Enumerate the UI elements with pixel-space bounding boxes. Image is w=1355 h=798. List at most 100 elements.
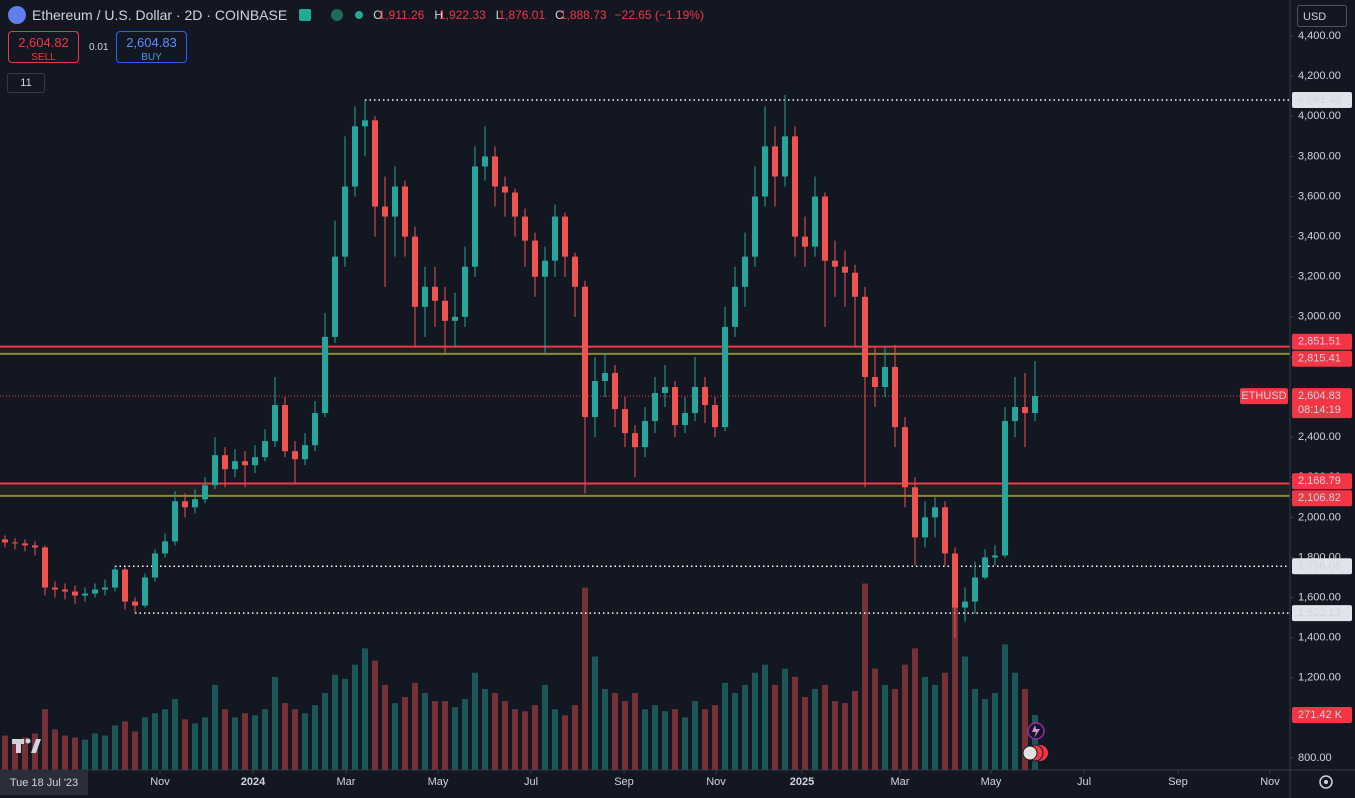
spread: 0.01 — [89, 42, 109, 53]
candle-body — [272, 405, 278, 442]
candle-body — [402, 186, 408, 237]
candle-body — [572, 256, 578, 287]
candle-body — [52, 587, 58, 590]
candle-body — [212, 455, 218, 486]
volume-bar — [642, 709, 648, 770]
candle-body — [302, 445, 308, 460]
indicators-count: 11 — [20, 77, 32, 89]
x-tick-label: 2025 — [790, 776, 814, 788]
settings-icon[interactable] — [1319, 775, 1333, 789]
volume-marker-label: 271.42 K — [1298, 709, 1343, 721]
indicators-toggle[interactable]: 11 — [7, 73, 45, 93]
candle-body — [862, 296, 868, 377]
currency-selector[interactable]: USD — [1297, 5, 1347, 27]
axis-layer: 800.001,000.001,200.001,400.001,600.001,… — [150, 30, 1352, 788]
sell-price: 2,604.82 — [18, 35, 69, 50]
zone-low-label: 2,815.41 — [1298, 353, 1341, 365]
volume-bar — [842, 703, 848, 770]
volume-bar — [902, 664, 908, 770]
volume-bar — [22, 737, 28, 770]
candle-body — [42, 547, 48, 588]
candle-body — [352, 126, 358, 187]
y-tick-label: 3,600.00 — [1298, 190, 1341, 202]
volume-bar — [992, 693, 998, 770]
x-tick-label: Sep — [1168, 776, 1188, 788]
y-tick-label: 1,200.00 — [1298, 672, 1341, 684]
ohlc-value: 1,876.01 — [498, 8, 546, 22]
sell-button[interactable]: 2,604.82 SELL — [8, 31, 79, 63]
candle-body — [152, 553, 158, 578]
flag-icon[interactable] — [299, 9, 312, 21]
volume-bar — [122, 721, 128, 770]
buy-label: BUY — [141, 52, 162, 63]
candle-body — [72, 591, 78, 596]
volume-bar — [712, 705, 718, 770]
candle-body — [692, 387, 698, 414]
candle-body — [542, 260, 548, 277]
x-tick-label: Mar — [891, 776, 910, 788]
candle-body — [462, 266, 468, 317]
volume-bar — [62, 735, 68, 770]
candle-body — [112, 569, 118, 588]
candle-body — [832, 260, 838, 267]
candle-body — [392, 186, 398, 217]
volume-layer — [2, 579, 1038, 770]
volume-bar — [422, 693, 428, 770]
ohlc-key: L — [495, 8, 503, 22]
zone-fill — [0, 346, 1290, 354]
y-tick-label: 3,000.00 — [1298, 311, 1341, 323]
buy-button[interactable]: 2,604.83 BUY — [116, 31, 187, 63]
symbol-title: Ethereum / U.S. Dollar · 2D · COINBASE — [32, 7, 288, 23]
candle-body — [362, 120, 368, 127]
volume-bar — [552, 709, 558, 770]
price-line-label-bg — [1292, 558, 1352, 575]
ohlc-value: 1,922.33 — [439, 8, 486, 22]
ohlc-value: 1,911.26 — [378, 8, 425, 22]
symbol-tag: ETHUSD — [1241, 390, 1286, 402]
volume-bar — [302, 713, 308, 770]
candle-body — [162, 541, 168, 554]
candle-body — [812, 196, 818, 247]
zone-low-label-bg — [1292, 490, 1352, 507]
y-tick-label: 2,400.00 — [1298, 431, 1341, 443]
ohlc-item: C1,888.73 — [551, 8, 606, 22]
candle-body — [82, 593, 88, 596]
candle-body — [142, 577, 148, 606]
candle-body — [12, 542, 18, 544]
candle-body — [332, 256, 338, 337]
candle-body — [552, 216, 558, 261]
candle-body — [192, 499, 198, 508]
volume-bar — [772, 684, 778, 770]
candle-body — [912, 487, 918, 538]
volume-bar — [382, 684, 388, 770]
volume-bar — [252, 715, 258, 770]
candle-body — [452, 316, 458, 321]
volume-bar — [652, 705, 658, 770]
volume-bar — [672, 709, 678, 770]
volume-bar — [12, 739, 18, 770]
candle-body — [902, 427, 908, 488]
price-line-label-bg — [1292, 91, 1352, 108]
candle-body — [882, 366, 888, 388]
candle-body — [972, 577, 978, 602]
volume-bar — [1032, 715, 1038, 770]
candle-body — [372, 120, 378, 207]
candle-body — [442, 300, 448, 321]
market-open-dot — [355, 11, 364, 19]
candle-body — [322, 336, 328, 414]
volume-bar — [942, 672, 948, 770]
event-icons[interactable] — [1022, 722, 1048, 762]
y-tick-label: 3,400.00 — [1298, 231, 1341, 243]
ohlc-key: C — [555, 8, 564, 22]
ohlc-key: H — [434, 8, 444, 22]
candle-body — [282, 405, 288, 452]
candle-body — [732, 286, 738, 327]
zone-fill — [0, 483, 1290, 496]
volume-bar — [982, 699, 988, 770]
volume-bar — [682, 717, 688, 770]
volume-marker-bg — [1292, 707, 1352, 724]
volume-bar — [612, 693, 618, 770]
x-tick-label: Jul — [1077, 776, 1091, 788]
candle-body — [22, 543, 28, 546]
